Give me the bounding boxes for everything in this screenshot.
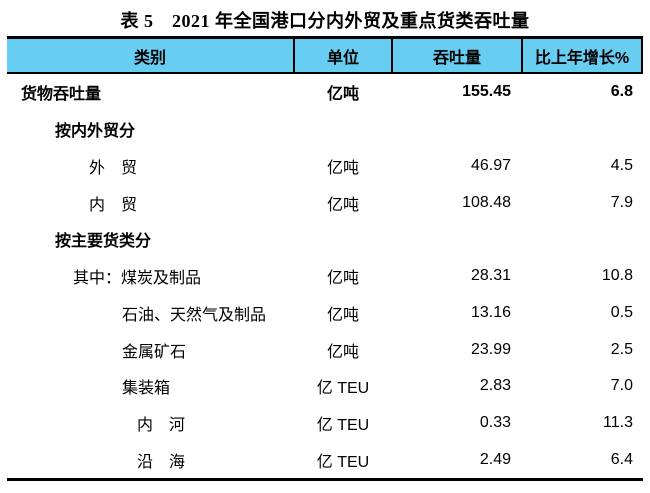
throughput-cell: 23.99 [470,340,511,358]
unit-cell: 亿吨 [326,343,359,361]
growth-cell: 7.0 [610,377,633,395]
table-row: 其中：煤炭及制品 亿吨 28.31 10.8 [7,258,643,295]
growth-cell: 6.8 [610,83,633,101]
category-cell: 石油、天然气及制品 [7,301,293,325]
growth-cell: 0.5 [610,303,633,321]
table-row: 按主要货类分 [7,221,643,258]
table-row: 集装箱 亿 TEU 2.83 7.0 [7,368,643,405]
category-cell: 按内外贸分 [7,117,293,141]
port-throughput-table: 类别 单位 吞吐量 比上年增长% 货物吞吐量 亿吨 155.45 6.8 按内外… [7,36,643,481]
table-row: 沿 海 亿 TEU 2.49 6.4 [7,441,643,478]
category-label: 内 贸 [89,196,138,214]
unit-cell: 亿吨 [326,270,359,288]
category-cell: 金属矿石 [7,338,293,362]
category-label: 金属矿石 [122,343,187,361]
throughput-cell: 2.83 [479,377,511,395]
throughput-cell: 2.49 [479,450,511,468]
table-row: 内 贸 亿吨 108.48 7.9 [7,184,643,221]
header-growth: 比上年增长% [521,39,641,72]
unit-cell: 亿 TEU [316,416,370,434]
category-cell: 集装箱 [7,374,293,398]
unit-cell: 亿吨 [326,196,359,214]
unit-cell: 亿 TEU [316,453,370,471]
table-row: 内 河 亿 TEU 0.33 11.3 [7,405,643,442]
throughput-cell: 155.45 [462,83,511,101]
table-row: 石油、天然气及制品 亿吨 13.16 0.5 [7,294,643,331]
category-cell: 沿 海 [7,448,293,472]
throughput-cell: 13.16 [470,303,511,321]
throughput-cell: 46.97 [470,156,511,174]
header-unit: 单位 [293,39,391,72]
category-cell: 外 贸 [7,154,293,178]
throughput-cell: 108.48 [462,193,511,211]
category-prefix: 其中： [73,270,122,288]
category-label: 内 河 [137,416,186,434]
category-label: 煤炭及制品 [121,270,202,288]
category-cell: 其中：煤炭及制品 [7,264,293,288]
category-label: 货物吞吐量 [21,86,102,104]
unit-cell: 亿 TEU [316,380,370,398]
category-cell: 货物吞吐量 [7,80,293,104]
growth-cell: 11.3 [603,413,633,431]
category-label: 按主要货类分 [55,233,152,251]
table-row: 按内外贸分 [7,111,643,148]
category-cell: 按主要货类分 [7,227,293,251]
header-category: 类别 [133,49,166,67]
growth-cell: 10.8 [601,267,633,285]
table-row: 货物吞吐量 亿吨 155.45 6.8 [7,74,643,111]
category-cell: 内 河 [7,411,293,435]
table-row: 外 贸 亿吨 46.97 4.5 [7,147,643,184]
category-label: 外 贸 [89,159,138,177]
growth-cell: 2.5 [610,340,633,358]
table-row: 金属矿石 亿吨 23.99 2.5 [7,331,643,368]
header-throughput: 吞吐量 [391,39,521,72]
category-label: 沿 海 [137,453,186,471]
category-label: 石油、天然气及制品 [122,306,267,324]
growth-cell: 6.4 [610,450,633,468]
category-cell: 内 贸 [7,191,293,215]
throughput-cell: 0.33 [479,413,511,431]
unit-cell: 亿吨 [326,159,359,177]
table-header-row: 类别 单位 吞吐量 比上年增长% [7,36,643,74]
throughput-cell: 28.31 [470,267,511,285]
category-label: 按内外贸分 [55,123,136,141]
growth-cell: 4.5 [610,156,633,174]
table-title: 表 5 2021 年全国港口分内外贸及重点货类吞吐量 [120,11,530,31]
unit-cell: 亿吨 [326,86,359,104]
table-body: 货物吞吐量 亿吨 155.45 6.8 按内外贸分 外 贸 亿吨 46.97 4… [7,74,643,481]
growth-cell: 7.9 [610,193,633,211]
category-label: 集装箱 [122,380,171,398]
unit-cell: 亿吨 [326,306,359,324]
